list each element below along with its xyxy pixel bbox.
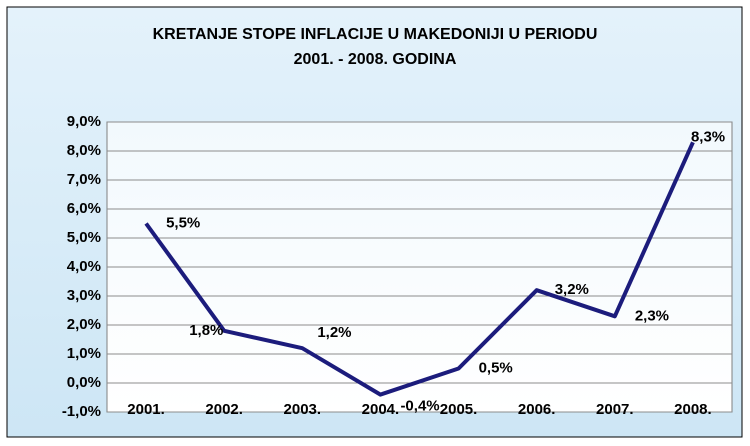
chart-title: 2001. - 2008. GODINA (294, 51, 457, 68)
y-tick-label: -1,0% (62, 403, 101, 420)
x-tick-label: 2004. (362, 401, 400, 418)
data-label: 0,5% (479, 359, 513, 376)
y-tick-label: 3,0% (67, 287, 101, 304)
y-tick-label: 9,0% (67, 113, 101, 130)
chart-title: KRETANJE STOPE INFLACIJE U MAKEDONIJI U … (153, 26, 598, 43)
data-label: 5,5% (166, 214, 200, 231)
x-tick-label: 2001. (127, 401, 165, 418)
data-label: -0,4% (400, 398, 439, 415)
y-tick-label: 8,0% (67, 142, 101, 159)
x-tick-label: 2002. (205, 401, 243, 418)
data-label: 1,2% (317, 324, 351, 341)
data-label: 8,3% (691, 128, 725, 145)
data-label: 2,3% (635, 307, 669, 324)
x-tick-label: 2008. (674, 401, 712, 418)
y-tick-label: 2,0% (67, 316, 101, 333)
y-tick-label: 4,0% (67, 258, 101, 275)
x-tick-label: 2006. (518, 401, 556, 418)
y-tick-label: 1,0% (67, 345, 101, 362)
x-tick-label: 2005. (440, 401, 478, 418)
line (144, 141, 695, 397)
x-tick-label: 2007. (596, 401, 634, 418)
y-tick-label: 7,0% (67, 171, 101, 188)
y-tick-label: 6,0% (67, 200, 101, 217)
y-tick-label: 0,0% (67, 374, 101, 391)
data-label: 3,2% (555, 281, 589, 298)
data-label: 1,8% (189, 322, 223, 339)
x-tick-label: 2003. (284, 401, 322, 418)
y-tick-label: 5,0% (67, 229, 101, 246)
